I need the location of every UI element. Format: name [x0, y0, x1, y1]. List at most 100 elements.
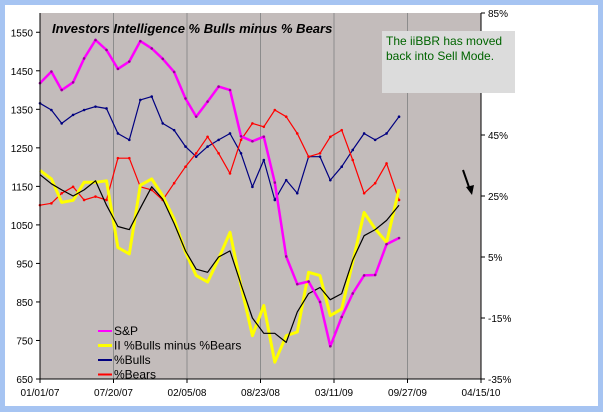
data-point [128, 60, 131, 63]
chart-title: Investors Intelligence % Bulls minus % B… [52, 21, 332, 36]
data-point [71, 81, 75, 84]
data-point [60, 122, 63, 125]
data-point [295, 191, 299, 195]
data-point [71, 113, 75, 117]
data-point [251, 185, 254, 189]
data-point [82, 57, 86, 60]
data-point [139, 39, 142, 43]
data-point [206, 145, 209, 148]
data-point [50, 70, 53, 73]
left-tick-label: 650 [16, 375, 33, 386]
left-tick-label: 1550 [11, 28, 34, 39]
data-point [150, 47, 154, 50]
left-tick-label: 950 [16, 259, 33, 270]
data-point [340, 165, 344, 169]
data-point [105, 48, 108, 52]
data-point [71, 185, 75, 189]
right-tick-label: -15% [488, 314, 511, 325]
data-point [362, 132, 366, 135]
legend-entry: %Bears [114, 368, 156, 382]
data-point [105, 198, 108, 202]
data-point [94, 38, 97, 42]
data-point [251, 139, 254, 143]
left-tick-label: 1150 [11, 182, 33, 193]
data-point [262, 135, 266, 138]
data-point [217, 152, 220, 155]
right-tick-label: -35% [488, 375, 511, 386]
left-tick-label: 750 [16, 336, 33, 347]
data-point [82, 198, 86, 202]
data-point [184, 165, 187, 169]
x-tick-label: 08/23/08 [241, 388, 280, 399]
data-point [307, 280, 310, 283]
data-point [351, 148, 355, 152]
data-point [172, 181, 176, 185]
data-point [172, 128, 176, 132]
data-point [116, 156, 120, 160]
data-point [262, 125, 266, 129]
data-point [94, 195, 97, 198]
left-tick-label: 1350 [11, 105, 34, 116]
left-tick-label: 1050 [11, 221, 34, 232]
data-point [139, 98, 142, 102]
legend-entry: %Bulls [114, 353, 151, 367]
legend-entry: S&P [114, 324, 138, 338]
data-point [60, 88, 63, 92]
data-point [295, 282, 299, 286]
annotation-box: The iiBBR has moved back into Sell Mode. [382, 31, 515, 93]
data-point [239, 152, 243, 155]
data-point [318, 300, 322, 304]
data-point [351, 158, 355, 162]
data-point [116, 67, 120, 71]
x-tick-label: 03/11/09 [315, 388, 354, 399]
data-point [373, 273, 377, 277]
data-point [251, 122, 254, 125]
data-point [318, 155, 322, 158]
data-point [50, 202, 53, 205]
data-point [329, 344, 332, 348]
data-point [273, 181, 277, 184]
right-tick-label: 45% [488, 131, 508, 142]
data-point [362, 191, 366, 195]
data-point [194, 152, 198, 155]
x-tick-label: 04/15/10 [462, 388, 501, 399]
data-point [150, 95, 154, 98]
data-point [60, 191, 63, 195]
data-point [284, 255, 288, 258]
legend: S&PII %Bulls minus %Bears%Bulls%Bears [98, 324, 241, 382]
legend-entry: II %Bulls minus %Bears [114, 339, 241, 353]
data-point [239, 138, 243, 142]
data-point [217, 138, 220, 142]
right-tick-label: 85% [488, 9, 508, 20]
data-point [284, 115, 288, 118]
data-point [273, 198, 277, 202]
data-point [385, 242, 388, 246]
x-tick-label: 02/05/08 [168, 388, 207, 399]
left-tick-label: 1450 [11, 67, 34, 78]
data-point [373, 138, 377, 142]
data-point [105, 107, 108, 110]
data-point [239, 134, 243, 138]
data-point [284, 178, 288, 182]
data-point [373, 181, 377, 185]
data-point [329, 178, 332, 182]
data-point [318, 152, 322, 155]
data-point [307, 155, 310, 158]
left-tick-label: 850 [16, 298, 33, 309]
data-point [262, 158, 266, 162]
data-point [228, 88, 232, 92]
data-point [385, 132, 388, 135]
data-point [397, 236, 401, 240]
data-point [228, 132, 232, 135]
data-point [172, 70, 176, 74]
data-point [397, 115, 401, 118]
data-point [397, 198, 401, 202]
data-point [228, 172, 232, 175]
data-point [206, 100, 209, 103]
data-point [161, 122, 165, 125]
left-tick-label: 1250 [11, 144, 34, 155]
x-tick-label: 01/01/07 [21, 388, 60, 399]
data-point [194, 115, 198, 118]
data-point [351, 292, 355, 295]
x-tick-label: 09/27/09 [388, 388, 427, 399]
